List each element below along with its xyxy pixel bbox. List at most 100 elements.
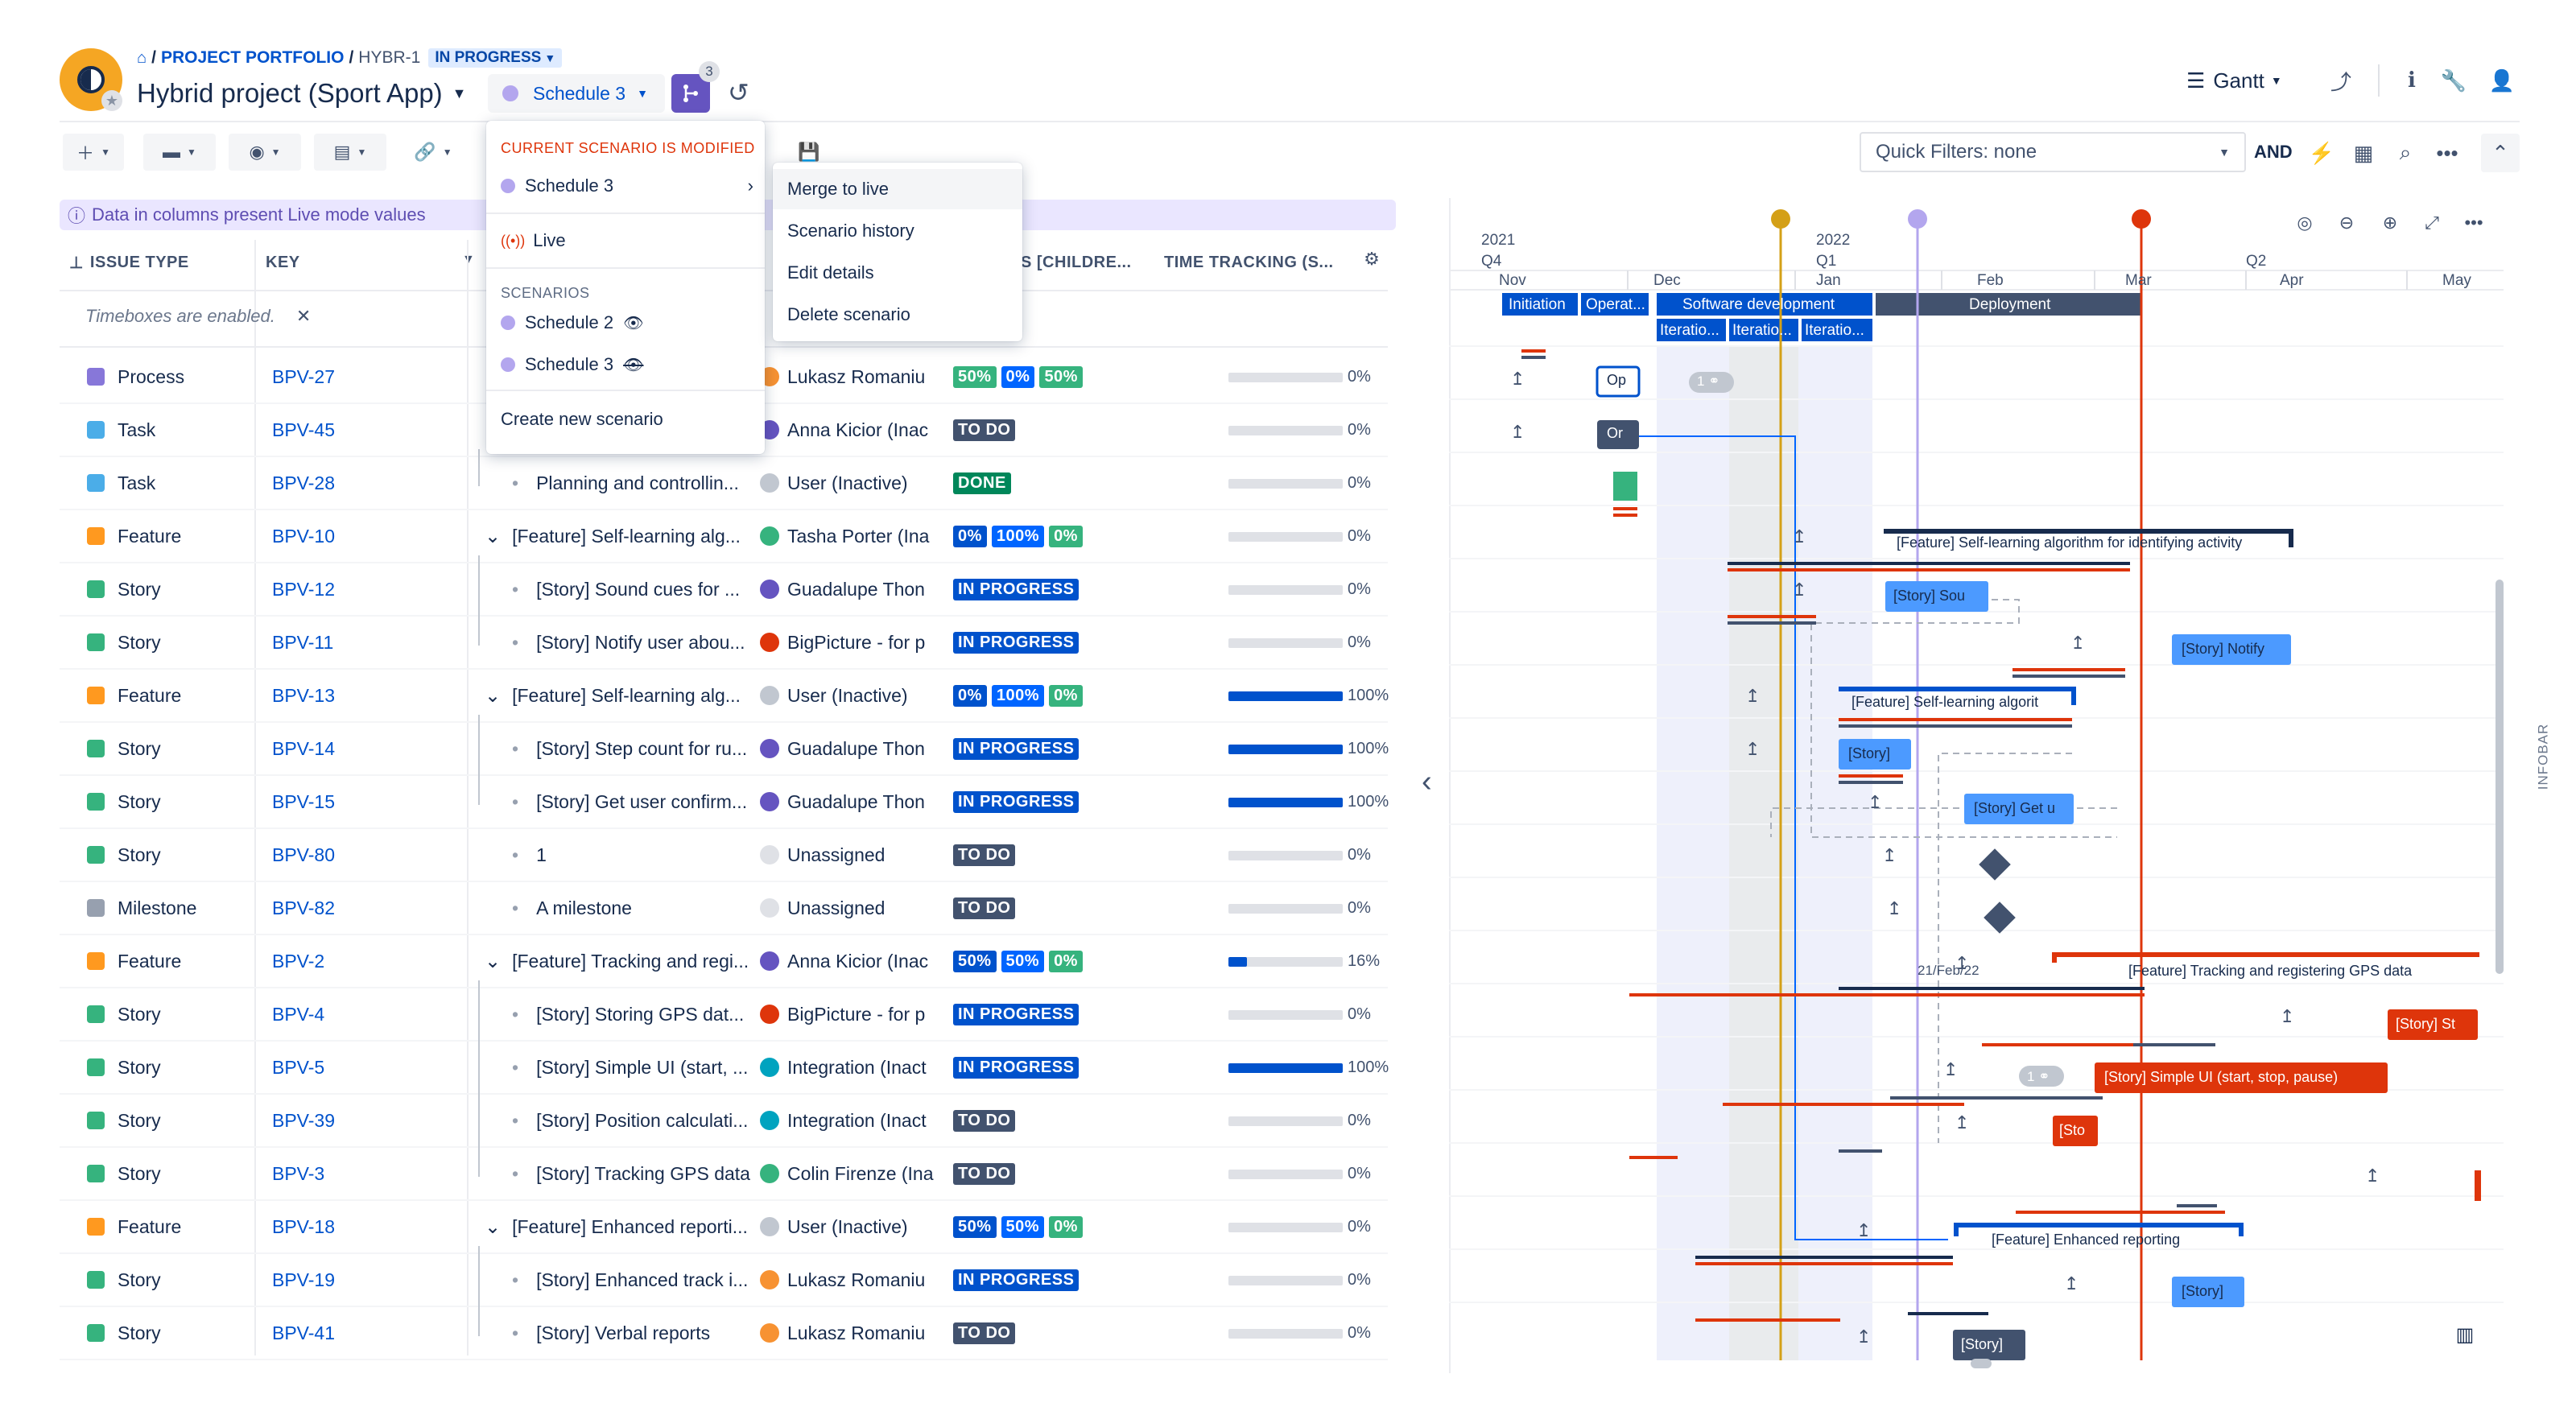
eye-icon[interactable]: 👁 [623,314,644,332]
scenario-item-schedule-2[interactable]: Schedule 2 👁 [486,303,765,343]
summary-cell[interactable]: • A milestone [512,882,802,934]
map-icon[interactable]: ▥ [2455,1323,2475,1346]
phase-software-development[interactable]: Software development [1682,296,1835,313]
target-icon[interactable]: ◎ [2297,212,2313,233]
summary-cell[interactable]: • [Story] Simple UI (start, ... [512,1042,802,1093]
summary-cell[interactable]: • [Story] Step count for ru... [512,723,802,774]
bar-story-19[interactable]: [Story] [2182,1283,2224,1299]
pin-icon[interactable]: ↥ [1856,1327,1872,1347]
assignee-cell[interactable]: Integration (Inact [760,1042,1009,1093]
and-toggle[interactable]: AND [2254,142,2293,162]
table-row[interactable]: Story BPV-12 • [Story] Sound cues for ... Gu… [60,563,1388,617]
phase-operations[interactable]: Operat... [1586,296,1645,313]
issue-key-link[interactable]: BPV-82 [272,897,335,918]
summary-cell[interactable]: • [Story] Tracking GPS data [512,1148,802,1199]
issue-key-link[interactable]: BPV-13 [272,684,335,706]
table-row[interactable]: Story BPV-15 • [Story] Get user confirm... G… [60,776,1389,829]
pin-icon[interactable]: ↥ [1955,1112,1970,1133]
user-icon[interactable]: 👤 [2488,68,2516,93]
expand-icon[interactable]: ⤢ [2425,212,2439,233]
table-row[interactable]: Feature BPV-18 ⌄ [Feature] Enhanced reporti… [60,1201,1388,1254]
pin-icon[interactable]: ↥ [1887,898,1902,918]
assignee-cell[interactable]: Anna Kicior (Inac [760,404,1009,456]
merge-to-live-item[interactable]: Merge to live [773,169,1022,209]
home-icon[interactable]: ⌂ [137,48,147,67]
view-selector[interactable]: ☰ Gantt ▼ [2186,66,2282,95]
pin-icon[interactable]: ↥ [2064,1273,2079,1294]
pin-icon[interactable]: ↥ [1745,686,1761,706]
wrench-icon[interactable]: 🔧 [2440,68,2467,93]
pin-icon[interactable]: ↥ [1792,580,1807,600]
assignee-cell[interactable]: User (Inactive) [760,670,1009,721]
summary-cell[interactable]: • [Story] Storing GPS dat... [512,988,802,1040]
summary-cell[interactable]: • 1 [512,829,802,881]
table-row[interactable]: Story BPV-41 • [Story] Verbal reports Lukasz… [60,1307,1388,1360]
assignee-cell[interactable]: Anna Kicior (Inac [760,935,1009,987]
edit-details-item[interactable]: Edit details [773,253,1022,293]
chevron-down-icon[interactable]: ⌄ [485,1215,502,1238]
summary-cell[interactable]: • [Story] Sound cues for ... [512,563,802,615]
pin-icon[interactable]: ↥ [1955,953,1970,973]
bar-story-12[interactable]: [Story] Sou [1893,588,1966,604]
col-issue-type[interactable]: ⊥ ISSUE TYPE [69,246,189,279]
summary-cell[interactable]: • [Story] Get user confirm... [512,776,802,827]
issue-key-link[interactable]: BPV-19 [272,1269,335,1290]
issue-key-link[interactable]: BPV-4 [272,1003,325,1025]
issue-key-link[interactable]: BPV-39 [272,1109,335,1131]
summary-cell[interactable]: • [Story] Verbal reports [512,1307,802,1359]
calendar-icon[interactable]: ▦ [2353,140,2374,165]
issue-key-link[interactable]: BPV-10 [272,525,335,547]
assignee-cell[interactable]: Guadalupe Thon [760,776,1009,827]
table-row[interactable]: Task BPV-28 • Planning and controllin... Use… [60,457,1388,510]
table-row[interactable]: Story BPV-39 • [Story] Position calculati..… [60,1095,1388,1148]
table-row[interactable]: Story BPV-14 • [Story] Step count for ru...… [60,723,1389,776]
phase-initiation[interactable]: Initiation [1509,296,1566,313]
favorite-star-icon[interactable]: ★ [101,90,122,111]
iteration-bar[interactable]: Iteratio... [1732,322,1792,339]
issue-key-link[interactable]: BPV-28 [272,472,335,493]
scenario-current-item[interactable]: Schedule 3 › [486,166,765,206]
assignee-cell[interactable]: Unassigned [760,882,1009,934]
issue-key-link[interactable]: BPV-5 [272,1056,325,1078]
table-row[interactable]: Story BPV-3 • [Story] Tracking GPS data Coli… [60,1148,1388,1201]
project-title[interactable]: Hybrid project (Sport App) ▼ [137,76,467,111]
bar-feature-13[interactable]: [Feature] Self-learning algorit [1852,694,2039,710]
pin-icon[interactable]: ↥ [1882,845,1897,865]
issue-key-link[interactable]: BPV-45 [272,419,335,440]
settings-gear-icon[interactable]: ⚙ [1364,249,1380,269]
summary-cell[interactable]: ⌄ [Feature] Self-learning alg... [485,670,774,721]
assignee-cell[interactable]: Colin Firenze (Ina [760,1148,1009,1199]
assignee-cell[interactable]: Guadalupe Thon [760,723,1009,774]
link-count-badge[interactable]: 1 ⚭ [2027,1069,2050,1085]
chevron-down-icon[interactable]: ⌄ [485,684,502,707]
bar-feature-2[interactable]: [Feature] Tracking and registering GPS d… [2128,963,2413,979]
assignee-cell[interactable]: Lukasz Romaniu [760,1254,1009,1306]
scenario-item-schedule-3[interactable]: Schedule 3 👁 [486,345,765,385]
quick-filters-select[interactable]: Quick Filters: none ▼ [1860,132,2246,172]
assignee-cell[interactable]: Integration (Inact [760,1095,1009,1146]
pin-icon[interactable]: ↥ [1510,422,1525,442]
assignee-cell[interactable]: User (Inactive) [760,457,1009,509]
assignee-cell[interactable]: Tasha Porter (Ina [760,510,1009,562]
pin-icon[interactable]: ↥ [1510,369,1525,389]
breadcrumb-key[interactable]: HYBR-1 [358,48,421,67]
issue-key-link[interactable]: BPV-80 [272,844,335,865]
undo-icon[interactable]: ↺ [728,78,749,107]
summary-cell[interactable]: ⌄ [Feature] Tracking and regi... [485,935,774,987]
bar-story-14[interactable]: [Story] [1848,745,1891,761]
create-scenario-item[interactable]: Create new scenario [486,399,765,439]
issue-key-link[interactable]: BPV-41 [272,1322,335,1343]
pin-icon[interactable]: ↥ [1943,1059,1959,1079]
assignee-cell[interactable]: BigPicture - for p [760,617,1009,668]
pin-icon[interactable]: ↥ [2280,1006,2295,1026]
issue-key-link[interactable]: BPV-18 [272,1215,335,1237]
summary-cell[interactable]: • [Story] Notify user abou... [512,617,802,668]
col-key[interactable]: KEY [266,246,300,279]
issue-key-link[interactable]: BPV-15 [272,790,335,812]
bar-feature-18[interactable]: [Feature] Enhanced reporting [1992,1232,2181,1248]
issue-key-link[interactable]: BPV-11 [272,631,334,653]
link-count-badge[interactable]: 1 ⚭ [1697,373,1719,390]
scenario-history-item[interactable]: Scenario history [773,211,1022,251]
zoom-in-icon[interactable]: ⊕ [2382,212,2398,233]
summary-cell[interactable]: • [Story] Position calculati... [512,1095,802,1146]
